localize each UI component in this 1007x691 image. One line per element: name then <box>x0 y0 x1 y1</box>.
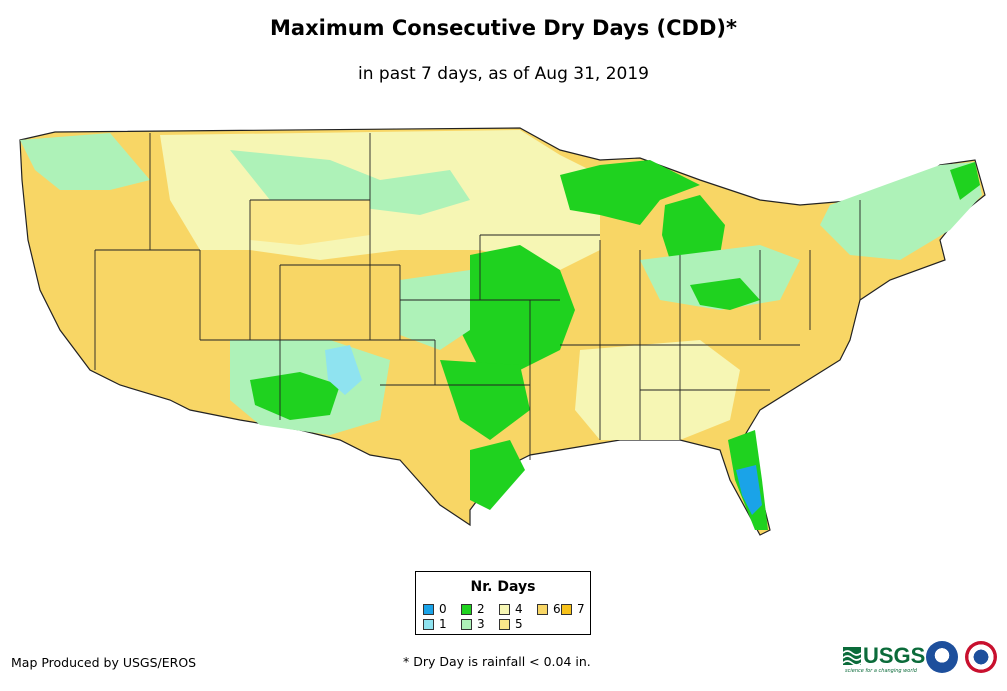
map-credit: Map Produced by USGS/EROS <box>11 655 197 670</box>
usgs-tagline: science for a changing world <box>845 668 917 674</box>
legend-title: Nr. Days <box>470 579 536 595</box>
legend-swatch-2 <box>461 603 472 615</box>
legend-label-7: 7 <box>577 602 585 616</box>
zone-2-maine <box>950 162 980 200</box>
legend-item-2: 2 <box>461 602 485 616</box>
legend-swatch-5 <box>499 618 510 630</box>
usgs-logo: USGS <box>843 643 925 669</box>
legend-label-0: 0 <box>439 602 447 616</box>
usgs-wave-icon <box>843 647 861 665</box>
zone-2-newmexico <box>250 372 340 420</box>
zone-2-michigan-north <box>560 160 700 225</box>
zone-1-newmexico <box>325 345 362 395</box>
zone-3-northplains <box>230 150 470 215</box>
legend: Nr. Days 0 1 2 3 4 5 6 <box>415 571 591 635</box>
zone-5-dakota <box>250 200 370 245</box>
legend-item-1: 1 <box>423 617 447 631</box>
zone-0-florida <box>736 465 762 515</box>
legend-label-3: 3 <box>477 617 485 631</box>
zone-2-michigan-lower <box>662 195 725 270</box>
legend-item-6: 6 <box>537 602 561 616</box>
usgs-wordmark: USGS <box>863 643 926 668</box>
legend-item-4: 4 <box>499 602 523 616</box>
zone-2-central <box>460 245 575 370</box>
zone-3-central-ring <box>400 270 470 350</box>
legend-swatch-6 <box>537 603 548 615</box>
legend-swatch-7 <box>561 603 572 615</box>
zone-3-northwest <box>20 133 150 190</box>
legend-label-4: 4 <box>515 602 523 616</box>
agency-logos: USGS science for a changing world <box>843 641 1001 677</box>
state-boundaries <box>94 133 861 460</box>
legend-swatch-0 <box>423 603 434 615</box>
legend-grid: 0 1 2 3 4 5 6 7 <box>423 602 593 632</box>
legend-label-2: 2 <box>477 602 485 616</box>
zone-2-ohio <box>690 278 760 310</box>
legend-item-5: 5 <box>499 617 523 631</box>
legend-swatch-4 <box>499 603 510 615</box>
legend-swatch-1 <box>423 618 434 630</box>
noaa-logo-icon <box>926 641 958 673</box>
legend-item-3: 3 <box>461 617 485 631</box>
map-subtitle: in past 7 days, as of Aug 31, 2019 <box>358 64 649 84</box>
map-title: Maximum Consecutive Dry Days (CDD)* <box>270 16 737 40</box>
legend-swatch-3 <box>461 618 472 630</box>
legend-label-6: 6 <box>553 602 561 616</box>
zone-2-texas-north <box>440 360 530 440</box>
legend-item-0: 0 <box>423 602 447 616</box>
legend-label-5: 5 <box>515 617 523 631</box>
zone-3-northeast <box>820 162 982 260</box>
legend-item-7: 7 <box>561 602 585 616</box>
dry-day-note: * Dry Day is rainfall < 0.04 in. <box>403 654 591 669</box>
legend-label-1: 1 <box>439 617 447 631</box>
zone-2-texas-coast <box>470 440 525 510</box>
nws-logo-icon <box>965 641 997 673</box>
